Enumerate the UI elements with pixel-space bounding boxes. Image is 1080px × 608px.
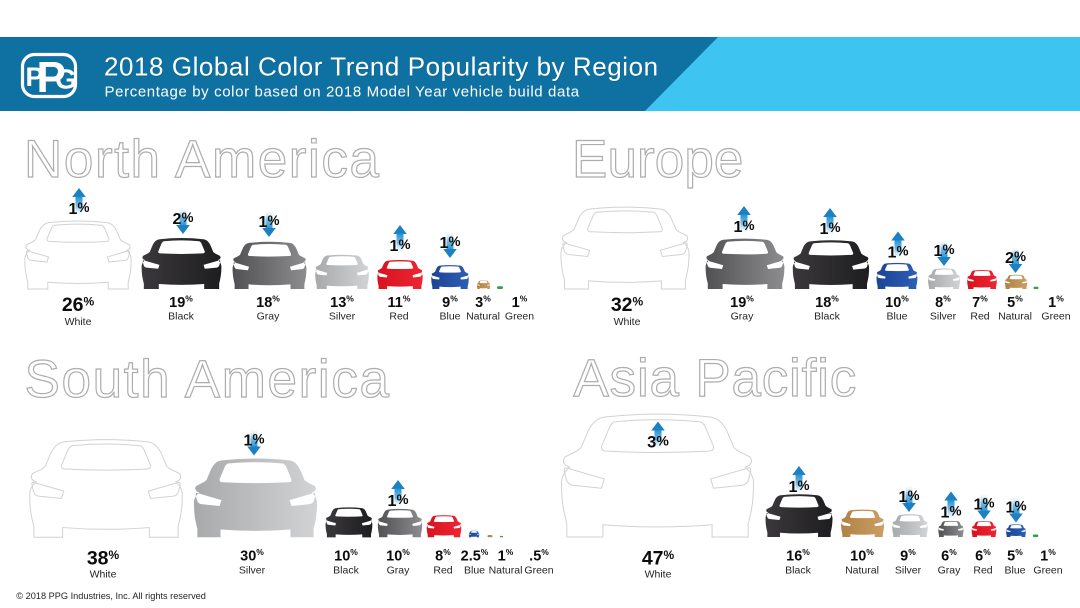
svg-text:Black: Black: [168, 311, 194, 323]
svg-text:White: White: [65, 316, 92, 328]
svg-text:Natural: Natural: [845, 565, 879, 577]
svg-text:P: P: [26, 62, 44, 92]
svg-text:1%: 1%: [259, 213, 280, 231]
svg-text:1%: 1%: [1006, 499, 1027, 517]
svg-text:2018 Global Color Trend Popula: 2018 Global Color Trend Popularity by Re…: [105, 52, 660, 82]
svg-text:Silver: Silver: [930, 311, 957, 323]
svg-text:G: G: [55, 64, 77, 95]
svg-text:1%: 1%: [390, 237, 411, 255]
svg-text:Green: Green: [1041, 311, 1070, 323]
svg-text:Black: Black: [333, 565, 359, 577]
svg-text:1%: 1%: [244, 432, 265, 450]
svg-text:Green: Green: [1033, 565, 1062, 577]
svg-text:Red: Red: [433, 565, 452, 577]
svg-text:Red: Red: [973, 565, 992, 577]
svg-text:Gray: Gray: [731, 311, 755, 323]
svg-text:2%: 2%: [173, 210, 194, 228]
svg-text:Asia Pacific: Asia Pacific: [574, 349, 858, 408]
svg-text:Natural: Natural: [466, 311, 500, 323]
svg-text:Green: Green: [524, 565, 553, 577]
svg-text:Blue: Blue: [439, 311, 460, 323]
svg-text:Percentage by color based on 2: Percentage by color based on 2018 Model …: [105, 84, 580, 101]
svg-text:1%: 1%: [974, 496, 995, 514]
svg-text:Natural: Natural: [998, 311, 1032, 323]
svg-text:Black: Black: [814, 311, 840, 323]
svg-text:P: P: [37, 53, 66, 102]
svg-text:1%: 1%: [941, 504, 962, 522]
svg-text:1%: 1%: [899, 488, 920, 506]
svg-text:South America: South America: [25, 350, 391, 409]
svg-text:Green: Green: [505, 311, 534, 323]
svg-text:1%: 1%: [820, 220, 841, 238]
svg-text:1%: 1%: [934, 242, 955, 260]
svg-text:1%: 1%: [888, 244, 909, 262]
svg-text:Silver: Silver: [329, 311, 356, 323]
svg-text:1%: 1%: [789, 478, 810, 496]
svg-text:2%: 2%: [1005, 249, 1026, 267]
svg-text:Red: Red: [970, 311, 989, 323]
svg-text:2018 Global Color Trend Popula: 2018 Global Color Trend Popularity by Re…: [104, 52, 659, 82]
svg-text:1%: 1%: [69, 200, 90, 218]
svg-text:North America: North America: [24, 130, 381, 189]
svg-text:1%: 1%: [388, 492, 409, 510]
svg-text:Blue: Blue: [464, 565, 485, 577]
svg-text:Gray: Gray: [387, 565, 411, 577]
svg-text:White: White: [645, 569, 672, 581]
svg-text:Black: Black: [785, 565, 811, 577]
svg-text:White: White: [90, 569, 117, 581]
svg-text:Silver: Silver: [895, 565, 922, 577]
svg-text:Gray: Gray: [257, 311, 281, 323]
svg-text:3%: 3%: [647, 433, 669, 452]
svg-text:Blue: Blue: [886, 311, 907, 323]
svg-text:Gray: Gray: [938, 565, 962, 577]
svg-text:Silver: Silver: [239, 565, 266, 577]
svg-text:Blue: Blue: [1004, 565, 1025, 577]
svg-text:1%: 1%: [734, 218, 755, 236]
svg-text:© 2018 PPG Industries, Inc. Al: © 2018 PPG Industries, Inc. All rights r…: [16, 591, 206, 601]
svg-text:White: White: [614, 316, 641, 328]
svg-text:Europe: Europe: [572, 130, 744, 189]
svg-text:Natural: Natural: [489, 565, 523, 577]
svg-text:1%: 1%: [440, 234, 461, 252]
svg-text:Red: Red: [389, 311, 408, 323]
